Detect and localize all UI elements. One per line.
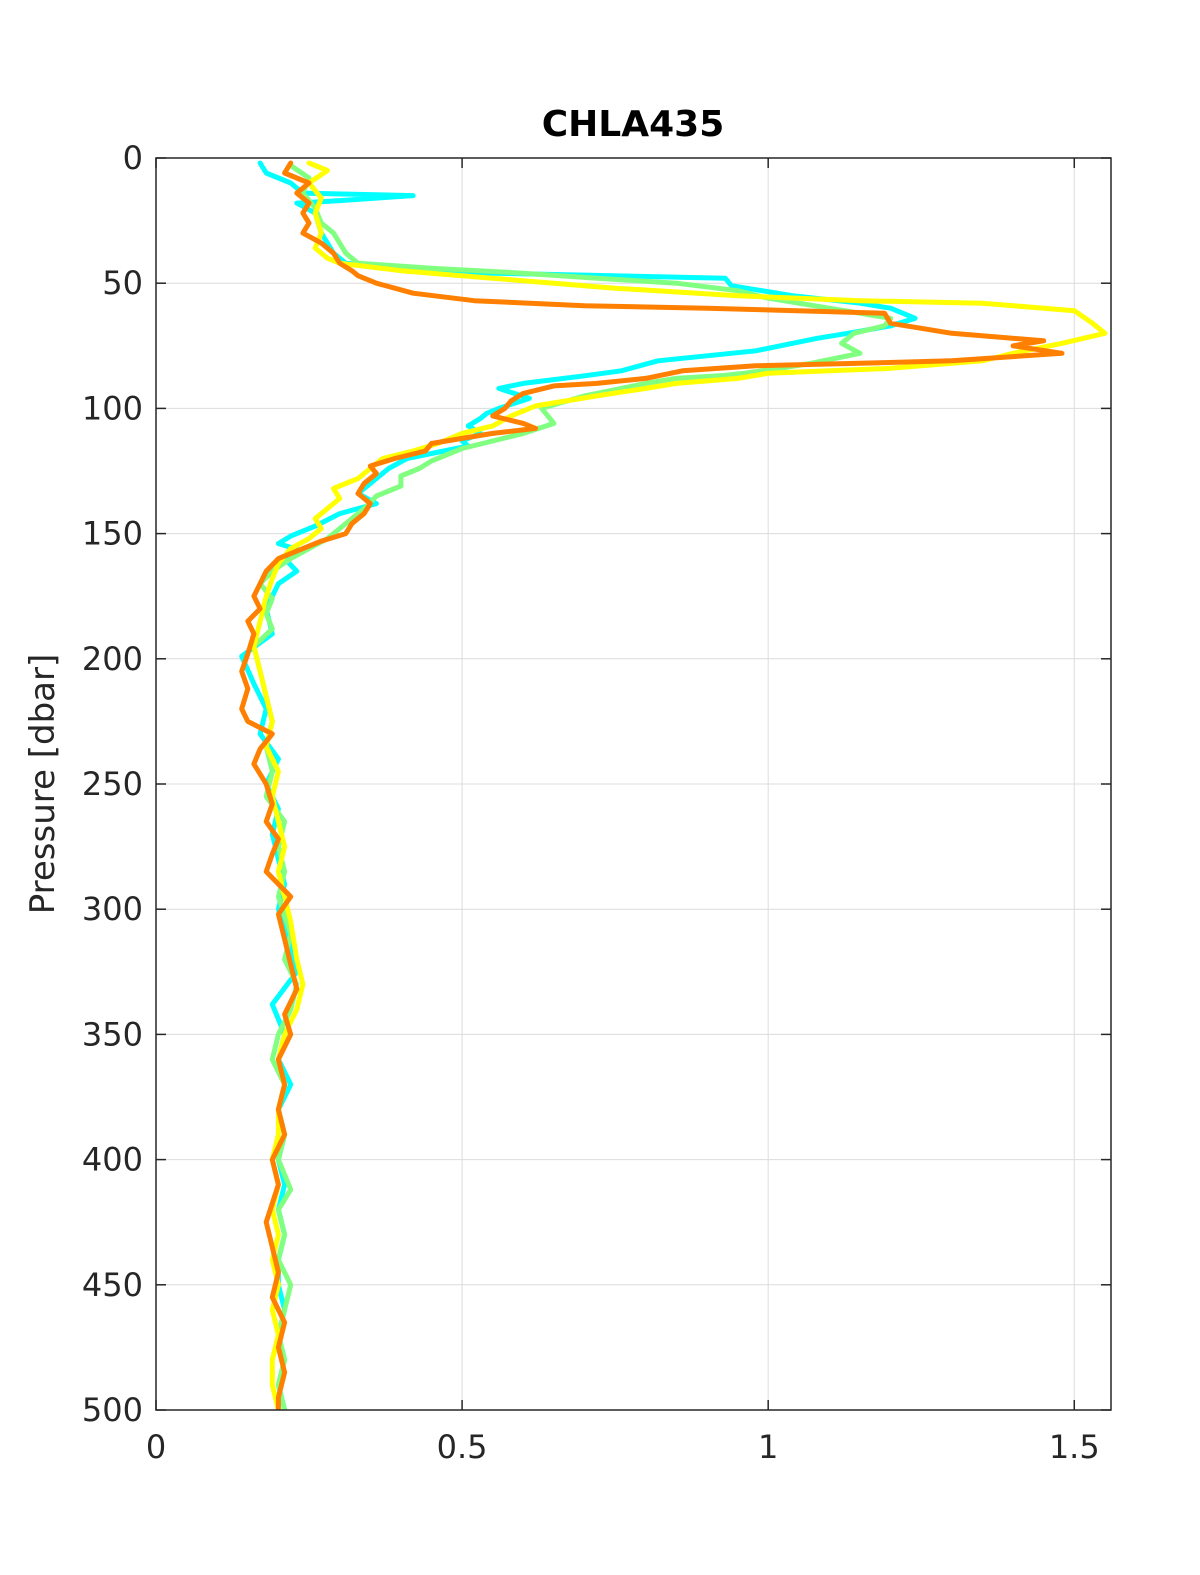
y-tick-label: 300 — [82, 890, 143, 928]
y-tick-label: 50 — [102, 264, 143, 302]
series-group — [239, 160, 1108, 1410]
chart-title: CHLA435 — [542, 104, 725, 145]
y-tick-label: 400 — [82, 1141, 143, 1179]
x-tick-label: 1 — [758, 1428, 778, 1466]
y-axis-label: Pressure [dbar] — [23, 654, 63, 915]
y-tick-label: 450 — [82, 1266, 143, 1304]
ticks: 0 0.5 1 1.5 0 50 100 150 200 250 300 350 400 450 500 — [82, 139, 1111, 1466]
y-tick-label: 150 — [82, 515, 143, 553]
y-tick-label: 0 — [123, 139, 143, 177]
y-tick-label: 100 — [82, 389, 143, 427]
y-tick-label: 350 — [82, 1015, 143, 1053]
x-tick-label: 0.5 — [437, 1428, 488, 1466]
y-tick-label: 500 — [82, 1391, 143, 1429]
x-tick-label: 0 — [146, 1428, 166, 1466]
y-tick-label: 200 — [82, 640, 143, 678]
y-tick-label: 250 — [82, 765, 143, 803]
x-tick-label: 1.5 — [1049, 1428, 1100, 1466]
series-line-4 — [239, 160, 1065, 1410]
